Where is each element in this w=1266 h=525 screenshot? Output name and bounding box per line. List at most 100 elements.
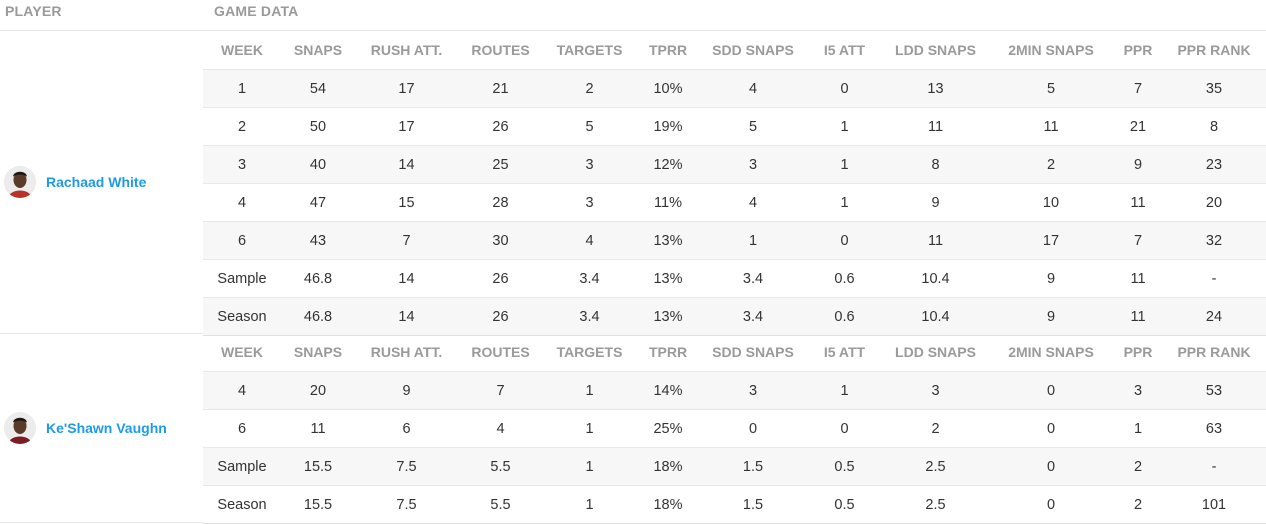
table-cell: 43 [281, 221, 355, 260]
table-cell: - [1162, 259, 1266, 298]
table-cell: 1 [806, 371, 883, 410]
table-cell: 46.8 [281, 259, 355, 298]
table-cell: 6 [203, 409, 281, 448]
table-cell: 13 [883, 69, 988, 108]
table-cell: 0 [806, 69, 883, 108]
column-header[interactable]: ROUTES [471, 42, 530, 58]
table-cell: 28 [458, 183, 543, 222]
table-cell: 0 [988, 371, 1114, 410]
table-cell: 53 [1162, 371, 1266, 410]
table-cell: 50 [281, 107, 355, 146]
table-cell: 11 [883, 107, 988, 146]
player-block: Ke'Shawn Vaughn WEEK SNAPS RUSH ATT. ROUTES T… [0, 333, 1266, 524]
table-cell: 5 [700, 107, 806, 146]
column-header[interactable]: TARGETS [556, 42, 623, 58]
column-header[interactable]: I5 ATT [823, 344, 866, 360]
table-cell: 10.4 [883, 259, 988, 298]
table-row: Season 15.5 7.5 5.5 1 18% 1.5 0.5 2.5 0 2 101 [203, 485, 1266, 524]
column-header[interactable]: WEEK [221, 42, 263, 58]
table-cell: 5 [988, 69, 1114, 108]
table-cell: 2 [988, 145, 1114, 184]
player-headshot-icon[interactable] [4, 166, 36, 198]
column-header[interactable]: WEEK [221, 344, 263, 360]
table-cell: 5 [543, 107, 636, 146]
table-cell: 0.5 [806, 485, 883, 524]
table-row: Sample 46.8 14 26 3.4 13% 3.4 0.6 10.4 9 11- [203, 259, 1266, 298]
table-cell: 10 [988, 183, 1114, 222]
table-cell: 30 [458, 221, 543, 260]
table-cell: 17 [988, 221, 1114, 260]
column-header[interactable]: RUSH ATT. [370, 344, 443, 360]
column-header[interactable]: PPR [1123, 344, 1153, 360]
table-cell: Sample [203, 259, 281, 298]
player-headshot-icon[interactable] [4, 411, 36, 444]
table-cell: 1 [806, 183, 883, 222]
table-cell: 13% [636, 259, 700, 298]
column-header[interactable]: SDD SNAPS [712, 344, 794, 360]
table-cell: 8 [1162, 107, 1266, 146]
column-header[interactable]: PPR RANK [1177, 344, 1251, 360]
column-header[interactable]: TPRR [648, 42, 688, 58]
table-cell: 6 [203, 221, 281, 260]
table-cell: Season [203, 297, 281, 336]
table-cell: 4 [543, 221, 636, 260]
table-cell: 9 [988, 259, 1114, 298]
column-header[interactable]: SNAPS [293, 344, 343, 360]
game-data-column-header: GAME DATA [214, 3, 299, 19]
table-cell: 7 [355, 221, 458, 260]
table-cell: 8 [883, 145, 988, 184]
column-header[interactable]: RUSH ATT. [370, 42, 443, 58]
player-block: Rachaad White WEEK SNAPS RUSH ATT. ROUTES TAR… [0, 31, 1266, 336]
table-cell: 17 [355, 69, 458, 108]
table-cell: 20 [281, 371, 355, 410]
table-cell: 18% [636, 485, 700, 524]
table-row: 1 54 17 21 2 10% 4 0 13 5 7 35 [203, 69, 1266, 108]
column-header[interactable]: LDD SNAPS [895, 42, 976, 58]
table-cell: 6 [355, 409, 458, 448]
table-cell: 7 [458, 371, 543, 410]
table-row: Season 46.8 14 26 3.4 13% 3.4 0.6 10.4 9 11 24 [203, 297, 1266, 336]
column-header[interactable]: I5 ATT [823, 42, 866, 58]
column-header[interactable]: SNAPS [293, 42, 343, 58]
column-header[interactable]: SDD SNAPS [712, 42, 794, 58]
column-header[interactable]: 2MIN SNAPS [1008, 344, 1094, 360]
table-cell: 0 [988, 409, 1114, 448]
table-cell: 63 [1162, 409, 1266, 448]
table-cell: 3 [1114, 371, 1162, 410]
table-cell: 19% [636, 107, 700, 146]
column-header[interactable]: TARGETS [556, 344, 623, 360]
table-cell: 1 [203, 69, 281, 108]
column-header[interactable]: LDD SNAPS [895, 344, 976, 360]
table-cell: 3 [700, 145, 806, 184]
table-cell: Sample [203, 447, 281, 486]
table-cell: 54 [281, 69, 355, 108]
table-cell: 0 [806, 221, 883, 260]
table-cell: 21 [458, 69, 543, 108]
table-cell: 0 [988, 447, 1114, 486]
table-cell: 3.4 [700, 297, 806, 336]
table-row: Sample 15.5 7.5 5.5 1 18% 1.5 0.5 2.5 0 2- [203, 447, 1266, 486]
column-header[interactable]: ROUTES [471, 344, 530, 360]
table-cell: 2 [543, 69, 636, 108]
table-cell: 0.5 [806, 447, 883, 486]
table-cell: 4 [203, 183, 281, 222]
table-cell: Season [203, 485, 281, 524]
column-header[interactable]: 2MIN SNAPS [1008, 42, 1094, 58]
player-name-link[interactable]: Ke'Shawn Vaughn [46, 419, 167, 436]
table-cell: 1 [806, 107, 883, 146]
player-name-link[interactable]: Rachaad White [46, 174, 147, 190]
table-row: 6 43 7 30 4 13% 1 0 11 17 7 32 [203, 221, 1266, 260]
table-cell: 7 [1114, 69, 1162, 108]
table-cell: 2 [1114, 447, 1162, 486]
column-header[interactable]: PPR [1123, 42, 1153, 58]
table-cell: 18% [636, 447, 700, 486]
table-cell: 15.5 [281, 485, 355, 524]
table-cell: 20 [1162, 183, 1266, 222]
column-header[interactable]: TPRR [648, 344, 688, 360]
table-cell: 3.4 [700, 259, 806, 298]
table-cell: 13% [636, 221, 700, 260]
table-cell: 46.8 [281, 297, 355, 336]
column-header[interactable]: PPR RANK [1177, 42, 1251, 58]
table-cell: 2 [883, 409, 988, 448]
table-cell: 1 [806, 145, 883, 184]
